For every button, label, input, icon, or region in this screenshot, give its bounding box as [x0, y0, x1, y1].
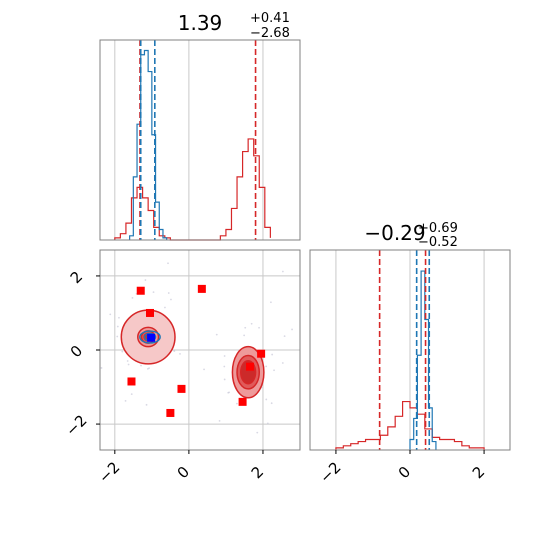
bottom-left-sample-point — [100, 367, 103, 369]
bottom-right-x-tick-label: 2 — [469, 463, 488, 482]
top-left-red-histogram-step — [114, 138, 271, 241]
bottom-left-sample-point — [265, 398, 268, 401]
bottom-left-sample-point — [116, 325, 119, 328]
bottom-left-sample-point — [223, 378, 226, 381]
top-left-title-main: 1.39 — [178, 11, 223, 35]
bottom-left-red-marker — [257, 349, 266, 358]
bottom-left-red-marker — [177, 384, 186, 393]
bottom-left-sample-point — [116, 335, 119, 338]
bottom-left-red-marker — [166, 408, 175, 417]
bottom-right-red-histogram-step — [335, 400, 485, 450]
bottom-left-y-tick-label: 2 — [67, 268, 86, 287]
bottom-left-sample-point — [291, 328, 293, 331]
bottom-left-red-marker — [127, 377, 136, 386]
bottom-left-sample-point — [124, 399, 127, 402]
bottom-left-sample-point — [118, 316, 120, 319]
bottom-left-sample-point — [243, 334, 246, 337]
bottom-left-sample-point — [244, 326, 247, 329]
bottom-left-sample-point — [270, 301, 272, 304]
bottom-right-x-tick-label: −2 — [316, 458, 344, 486]
bottom-right-blue-histogram-step — [409, 270, 437, 450]
bottom-left-sample-point — [109, 313, 112, 316]
bottom-left-sample-point — [131, 296, 134, 299]
bottom-left-sample-point — [130, 393, 133, 396]
bottom-left-sample-point — [170, 298, 172, 301]
bottom-left-contour-panel: −2 0 2 −2 0 2 — [62, 249, 301, 487]
top-left-title: 1.39 — [178, 11, 223, 35]
bottom-left-sample-point — [271, 353, 274, 356]
bottom-left-sample-point — [258, 326, 260, 329]
bottom-left-sample-point — [145, 403, 148, 406]
bottom-left-red-marker — [146, 308, 154, 317]
bottom-right-histogram-panel: −2 0 2 −0.29 +0.69 −0.52 — [309, 221, 511, 487]
bottom-left-sample-point — [283, 335, 286, 338]
bottom-right-title-sup: +0.69 — [418, 221, 458, 236]
bottom-left-blue-contour — [139, 330, 161, 344]
bottom-left-x-tick-label: 2 — [248, 463, 267, 482]
bottom-left-sample-point — [164, 306, 166, 309]
bottom-left-sample-point — [121, 350, 124, 353]
bottom-left-sample-point — [223, 355, 226, 357]
bottom-left-y-tick-label: 0 — [67, 342, 86, 361]
bottom-left-sample-point — [256, 431, 259, 434]
top-left-histogram-panel: 1.39 +0.41 −2.68 — [99, 11, 301, 241]
bottom-left-sample-point — [140, 364, 142, 367]
bottom-left-sample-point — [273, 369, 275, 372]
bottom-left-x-tick-label: 0 — [174, 463, 193, 482]
bottom-left-sample-point — [167, 262, 169, 265]
bottom-left-sample-point — [152, 291, 155, 294]
bottom-left-red-marker — [246, 362, 254, 371]
bottom-left-sample-point — [236, 402, 238, 405]
bottom-left-sample-point — [250, 322, 253, 325]
bottom-left-sample-point — [270, 402, 273, 405]
top-left-title-sub: −2.68 — [250, 26, 290, 41]
bottom-left-sample-point — [127, 363, 130, 366]
bottom-left-sample-point — [218, 419, 221, 422]
bottom-left-sample-point — [223, 365, 226, 368]
bottom-left-sample-point — [146, 367, 149, 370]
top-left-blue-histogram-step — [129, 49, 168, 240]
top-left-axes-frame — [99, 39, 301, 241]
bottom-right-title-main: −0.29 — [364, 221, 425, 245]
bottom-right-title-sub: −0.52 — [418, 235, 458, 250]
bottom-left-sample-point — [228, 391, 231, 394]
bottom-left-sample-point — [144, 279, 147, 281]
bottom-left-red-marker — [197, 284, 206, 293]
bottom-left-sample-point — [281, 362, 284, 364]
bottom-left-sample-point — [266, 422, 269, 425]
bottom-left-sample-point — [265, 365, 268, 368]
bottom-left-x-tick-label: −2 — [95, 458, 123, 486]
bottom-left-sample-point — [179, 353, 181, 355]
bottom-left-y-tick-label: −2 — [62, 411, 90, 439]
bottom-right-x-tick-label: 0 — [395, 463, 414, 482]
bottom-left-red-marker — [238, 397, 247, 406]
top-left-title-sup: +0.41 — [250, 11, 290, 26]
bottom-left-sample-point — [126, 360, 129, 362]
bottom-left-sample-point — [203, 368, 205, 371]
bottom-left-blue-marker — [147, 333, 156, 342]
bottom-left-sample-point — [215, 333, 218, 336]
bottom-left-sample-point — [173, 350, 176, 352]
bottom-left-sample-point — [281, 270, 284, 273]
bottom-left-sample-point — [167, 292, 170, 294]
bottom-left-red-marker — [136, 286, 145, 295]
